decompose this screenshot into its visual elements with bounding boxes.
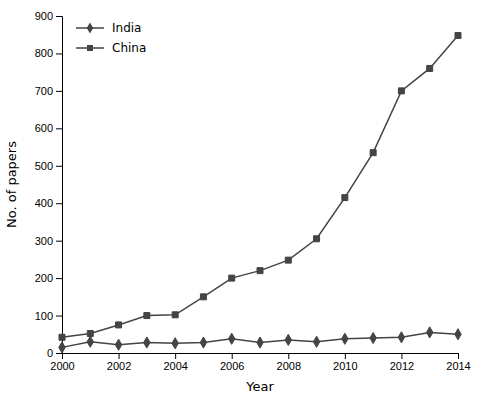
tick: 2010: [333, 353, 357, 372]
tick-mark: [232, 353, 233, 359]
tick: 400: [35, 197, 62, 209]
tick: 2002: [107, 353, 131, 372]
marker: [59, 334, 65, 340]
marker: [427, 65, 433, 71]
legend-marker: [87, 22, 93, 33]
tick-mark: [56, 203, 62, 204]
chart: 2000 2002 2004 2006 2008 2010 2012 2014 0 100 200 3…: [0, 0, 480, 401]
axis-domain: [63, 354, 459, 360]
marker: [314, 236, 320, 242]
tick-mark: [56, 316, 62, 317]
marker: [116, 322, 122, 328]
legend: India China: [76, 21, 146, 55]
marker: [426, 327, 432, 338]
marker: [144, 313, 150, 319]
tick-mark: [56, 353, 62, 354]
marker: [257, 337, 263, 348]
marker: [398, 332, 404, 343]
tick-label: 2008: [277, 360, 301, 372]
tick-mark: [56, 53, 62, 54]
marker: [172, 338, 178, 349]
tick-label: 400: [35, 197, 53, 209]
tick: 800: [35, 47, 62, 59]
tick-label: 800: [35, 47, 53, 59]
tick-mark: [458, 353, 459, 359]
legend-item: India: [76, 21, 141, 35]
tick-mark: [56, 16, 62, 17]
tick-mark: [56, 166, 62, 167]
tick: 300: [35, 235, 62, 247]
marker: [455, 32, 461, 38]
tick-label: 700: [35, 85, 53, 97]
tick-mark: [119, 353, 120, 359]
tick: 100: [35, 310, 62, 322]
plot: 2000 2002 2004 2006 2008 2010 2012 2014 0 100 200 3…: [35, 10, 471, 372]
legend-item: China: [76, 41, 146, 55]
marker: [172, 312, 178, 318]
marker: [370, 332, 376, 343]
tick-mark: [288, 353, 289, 359]
marker: [115, 339, 121, 350]
tick: 500: [35, 160, 62, 172]
tick-mark: [175, 353, 176, 359]
tick: 2004: [163, 353, 187, 372]
legend-label: India: [112, 21, 141, 35]
marker: [257, 268, 263, 274]
marker: [370, 150, 376, 156]
tick-label: 2000: [50, 360, 74, 372]
tick-label: 900: [35, 10, 53, 22]
tick-mark: [56, 278, 62, 279]
tick-label: 2014: [446, 360, 470, 372]
marker: [313, 336, 319, 347]
tick: 2012: [390, 353, 414, 372]
tick-label: 2010: [333, 360, 357, 372]
marker: [398, 88, 404, 94]
tick-label: 600: [35, 122, 53, 134]
tick-label: 500: [35, 160, 53, 172]
marker: [342, 333, 348, 344]
marker: [228, 333, 234, 344]
marker: [144, 337, 150, 348]
tick: 600: [35, 122, 62, 134]
legend-marker: [87, 45, 93, 51]
tick: 900: [35, 10, 62, 22]
tick-mark: [56, 128, 62, 129]
tick-label: 2006: [220, 360, 244, 372]
marker: [87, 336, 93, 347]
marker: [455, 329, 461, 340]
y-axis: 0 100 200 300 400 500 600 700 800 900: [35, 10, 63, 359]
tick-label: 300: [35, 235, 53, 247]
tick-label: 0: [47, 347, 53, 359]
marker: [87, 331, 93, 337]
marker: [229, 275, 235, 281]
marker: [285, 257, 291, 263]
tick: 2006: [220, 353, 244, 372]
y-axis-title: No. of papers: [4, 141, 19, 228]
tick-label: 2004: [163, 360, 187, 372]
tick-mark: [56, 241, 62, 242]
tick: 2014: [446, 353, 470, 372]
marker: [200, 294, 206, 300]
axis-domain: [56, 17, 63, 354]
tick-mark: [345, 353, 346, 359]
marker: [285, 334, 291, 345]
marker: [342, 195, 348, 201]
x-axis: 2000 2002 2004 2006 2008 2010 2012 2014: [50, 353, 470, 372]
tick-label: 100: [35, 310, 53, 322]
marker: [200, 337, 206, 348]
legend-label: China: [112, 41, 146, 55]
tick: 200: [35, 272, 62, 284]
line: [62, 35, 458, 337]
tick-mark: [401, 353, 402, 359]
tick: 2000: [50, 353, 74, 372]
marker: [59, 342, 65, 353]
tick-label: 2002: [107, 360, 131, 372]
tick: 700: [35, 85, 62, 97]
tick: 2008: [277, 353, 301, 372]
tick-label: 2012: [390, 360, 414, 372]
tick-mark: [56, 91, 62, 92]
marks: [59, 32, 461, 352]
x-axis-title: Year: [245, 379, 274, 394]
tick-label: 200: [35, 272, 53, 284]
